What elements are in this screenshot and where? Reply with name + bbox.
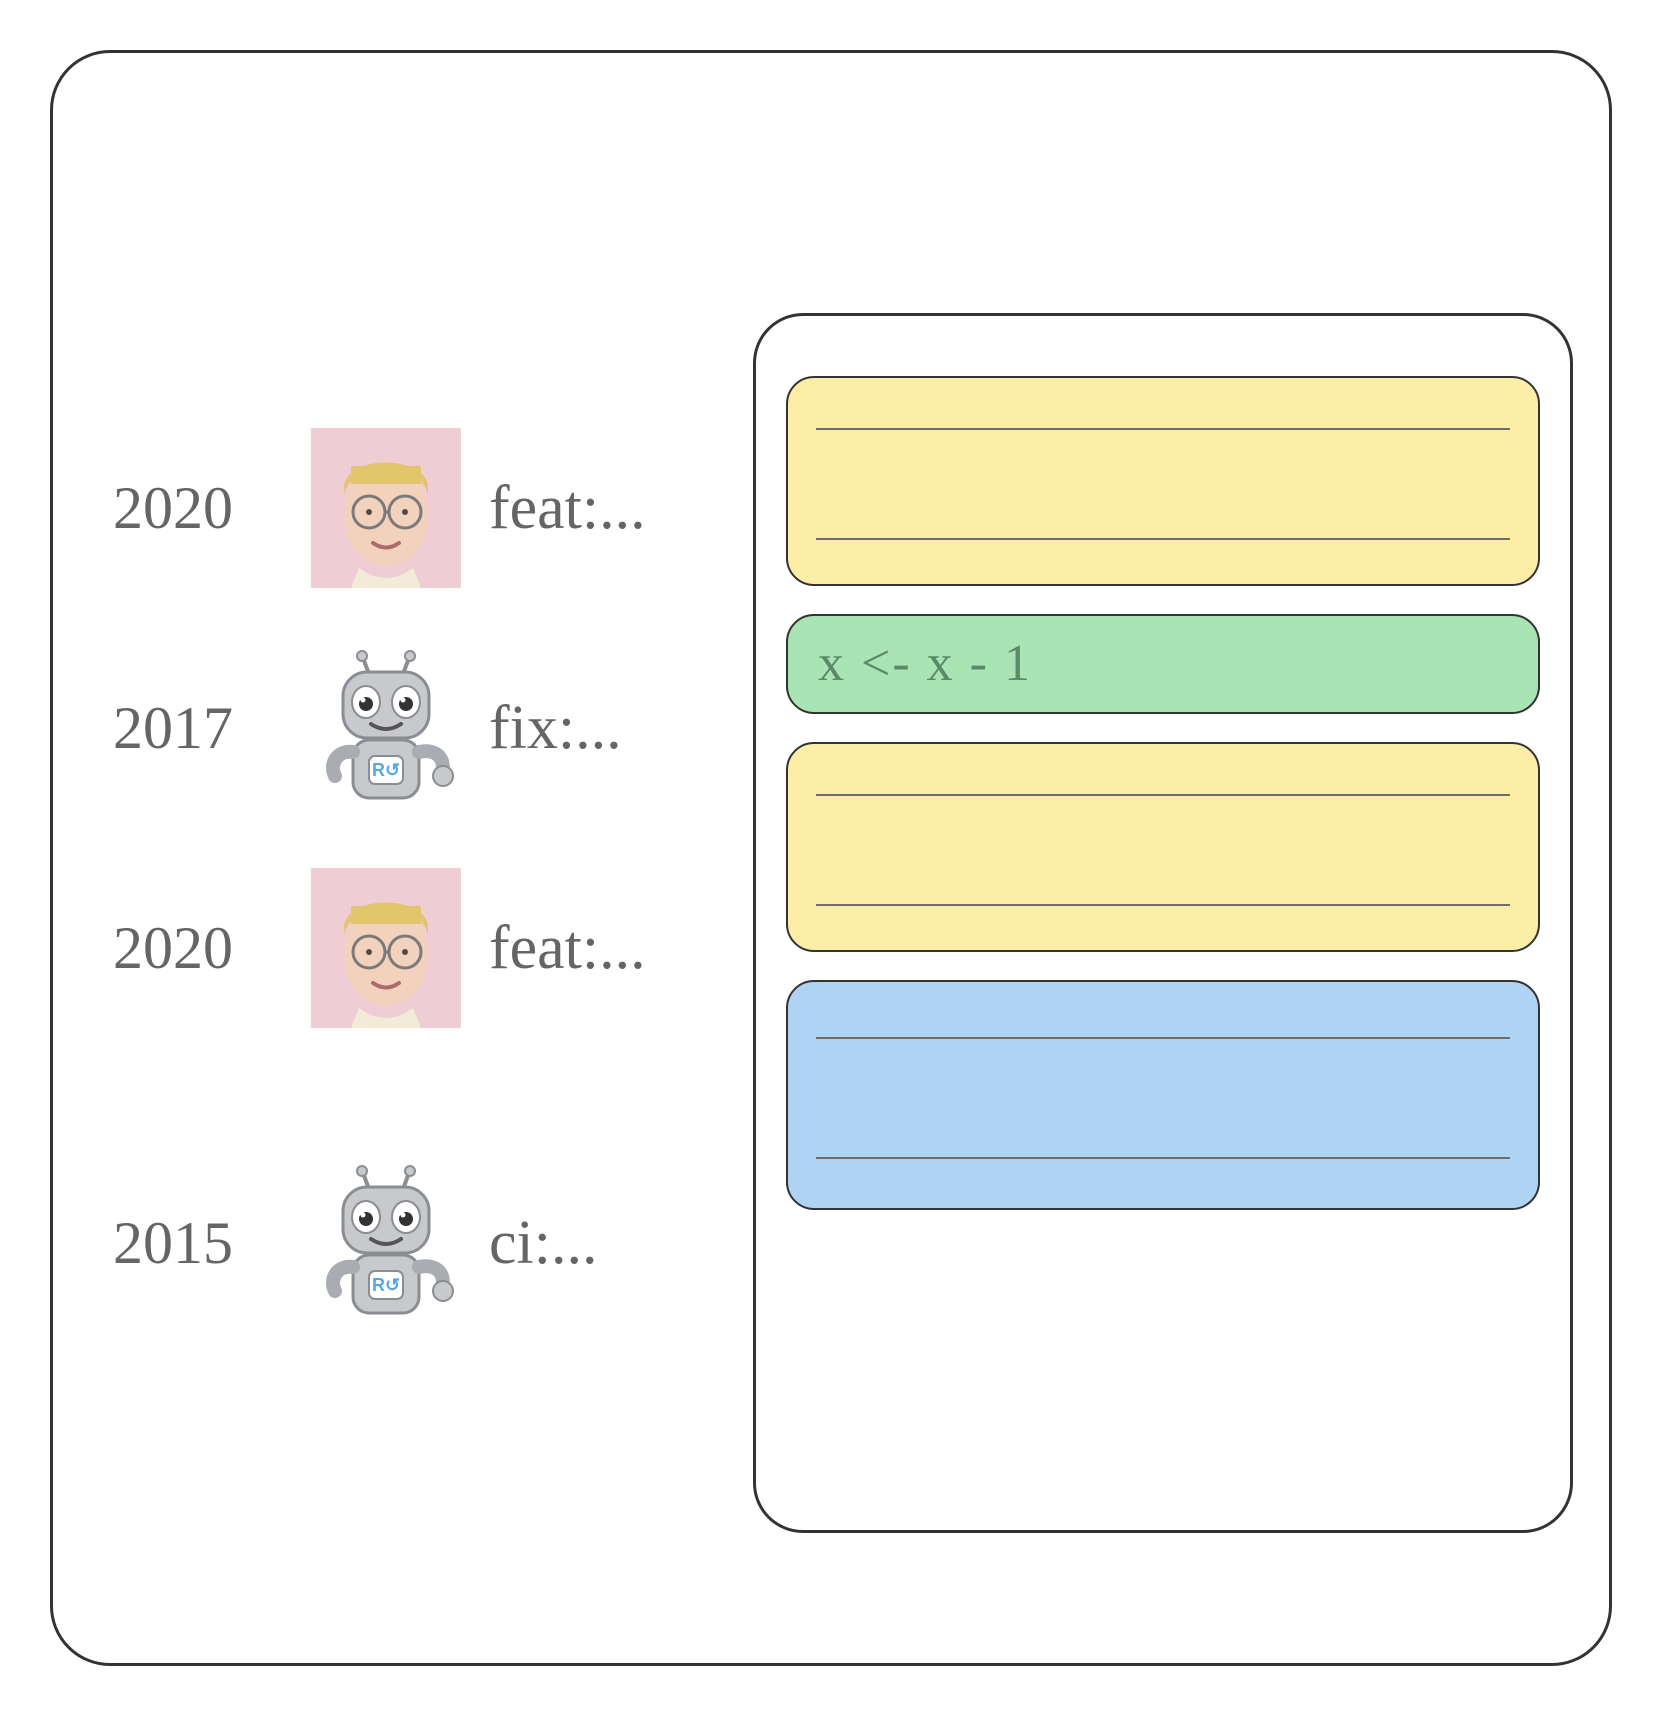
rule-line xyxy=(816,428,1510,430)
rule-line xyxy=(816,794,1510,796)
commit-year: 2020 xyxy=(113,914,283,983)
person-avatar-icon xyxy=(311,868,461,1028)
commit-message: fix:... xyxy=(489,693,622,764)
commit-year: 2017 xyxy=(113,694,283,763)
commit-row: 2020 feat:... xyxy=(113,838,723,1058)
commit-message: feat:... xyxy=(489,473,646,544)
commit-message: ci:... xyxy=(489,1208,597,1279)
rule-line xyxy=(816,1157,1510,1159)
commit-year: 2015 xyxy=(113,1209,283,1278)
commit-list: 2020 feat:... 2017 xyxy=(113,398,723,1388)
commit-row: 2020 feat:... xyxy=(113,398,723,618)
svg-text:R↺: R↺ xyxy=(372,1275,400,1295)
rule-line xyxy=(816,904,1510,906)
commit-row: 2015 R↺ xyxy=(113,1098,723,1388)
rule-line xyxy=(816,1037,1510,1039)
commit-row: 2017 R↺ xyxy=(113,618,723,838)
commit-year: 2020 xyxy=(113,474,283,543)
code-block-yellow xyxy=(786,742,1540,952)
person-avatar-icon xyxy=(311,428,461,588)
robot-avatar-icon: R↺ xyxy=(311,1163,461,1323)
code-block-blue xyxy=(786,980,1540,1210)
code-block-yellow xyxy=(786,376,1540,586)
code-line-text: x <- x - 1 xyxy=(788,616,1538,711)
commit-message: feat:... xyxy=(489,913,646,984)
robot-avatar-icon: R↺ xyxy=(311,648,461,808)
rule-line xyxy=(816,538,1510,540)
svg-text:R↺: R↺ xyxy=(372,760,400,780)
code-panel: x <- x - 1 xyxy=(753,313,1573,1533)
diagram-frame: 2020 feat:... 2017 xyxy=(50,50,1612,1666)
code-block-green: x <- x - 1 xyxy=(786,614,1540,714)
